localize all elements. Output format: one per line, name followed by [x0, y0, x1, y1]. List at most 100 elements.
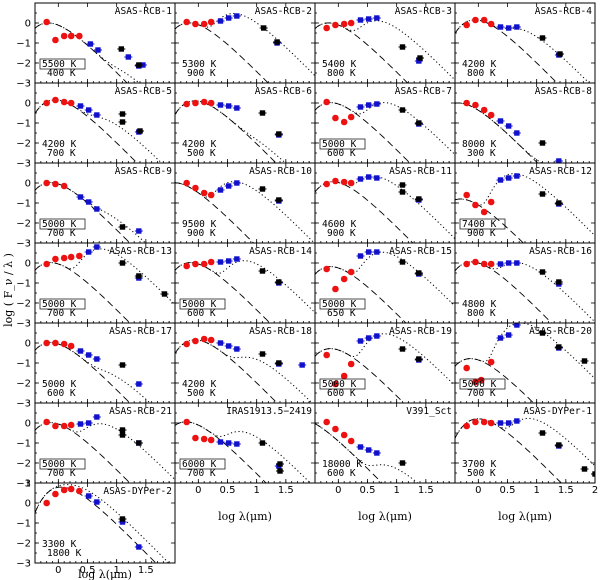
y-tick-label: 0	[25, 19, 31, 30]
y-tick-label: 0	[25, 499, 31, 510]
temp-label-box	[39, 298, 86, 310]
temp-dust-label: 700 K	[47, 308, 76, 319]
optical-point	[340, 118, 348, 126]
optical-point	[52, 96, 59, 104]
infrared-point	[217, 340, 224, 346]
hot-blackbody-curve	[315, 266, 407, 323]
optical-point	[192, 260, 199, 268]
infrared-point	[225, 103, 232, 109]
panel-title: ASAS-RCB-4	[535, 6, 592, 17]
panel-points	[43, 18, 147, 69]
temp-dust-label: 600 K	[327, 148, 356, 159]
temp-dust-label: 650 K	[327, 308, 356, 319]
midir-point	[539, 269, 546, 275]
optical-point	[43, 418, 50, 426]
infrared-point	[77, 348, 84, 354]
infrared-point	[505, 332, 512, 338]
panel-points	[323, 418, 407, 466]
optical-point	[43, 18, 50, 26]
midir-point	[399, 189, 406, 195]
infrared-point	[365, 249, 372, 255]
x-tick-label: 0.5	[80, 565, 96, 576]
total-model-curve	[455, 417, 595, 467]
panel-curves	[35, 22, 141, 83]
optical-point	[60, 486, 68, 494]
optical-point	[60, 422, 68, 430]
infrared-point	[357, 253, 364, 259]
panel-title: ASAS-RCB-7	[395, 86, 452, 97]
temp-hot-label: 5400 K	[322, 59, 357, 70]
temp-hot-label: 5000 K	[42, 459, 77, 470]
midir-point	[119, 362, 126, 368]
optical-point	[463, 21, 470, 29]
temp-hot-label: 4200 K	[462, 59, 497, 70]
midir-point	[276, 197, 282, 203]
x-tick-label: 0	[475, 485, 481, 496]
temp-dust-label: 300 K	[467, 148, 496, 159]
midir-point	[277, 468, 283, 474]
optical-point	[472, 101, 479, 109]
infrared-point	[94, 414, 100, 420]
optical-point	[183, 262, 190, 270]
panel-title: ASAS-RCB-10	[249, 166, 312, 177]
y-tick-label: −2	[16, 139, 31, 150]
panel-curves	[315, 251, 455, 323]
temp-label-box	[459, 378, 506, 390]
optical-point	[463, 364, 470, 372]
panel-points	[463, 16, 564, 58]
infrared-point	[85, 107, 92, 113]
infrared-point	[234, 346, 240, 352]
optical-point	[347, 19, 355, 27]
x-tick-label: 1	[533, 485, 539, 496]
optical-point	[480, 16, 488, 24]
infrared-point	[136, 228, 142, 234]
panel-points	[183, 98, 283, 138]
infrared-point	[365, 102, 372, 108]
panel-title: ASAS-RCB-12	[529, 166, 592, 177]
optical-point	[323, 98, 330, 106]
optical-point	[192, 434, 199, 442]
y-tick-label: −3	[16, 559, 31, 570]
infrared-point	[374, 333, 380, 339]
optical-point	[340, 431, 348, 439]
optical-point	[480, 418, 488, 426]
infrared-point	[77, 103, 84, 109]
temp-dust-label: 500 K	[187, 148, 216, 159]
optical-point	[43, 99, 50, 107]
infrared-point	[365, 174, 372, 180]
optical-point	[323, 351, 330, 359]
infrared-point	[497, 261, 504, 267]
midir-point	[399, 460, 406, 466]
hot-blackbody-curve	[35, 422, 131, 483]
panel-points	[183, 179, 283, 204]
optical-point	[332, 177, 339, 185]
panel-points	[183, 256, 283, 286]
y-axis-label: log ( F_ν / λ )	[2, 253, 15, 327]
temp-dust-label: 600 K	[187, 308, 216, 319]
panel-points	[43, 96, 144, 135]
infrared-point	[365, 335, 372, 341]
total-model-curve	[35, 422, 175, 481]
panel-title: ASAS-RCB-18	[249, 326, 312, 337]
midir-point	[581, 466, 588, 472]
panel-curves	[35, 248, 175, 323]
y-tick-label: 0	[25, 259, 31, 270]
temp-dust-label: 900 K	[467, 228, 496, 239]
infrared-point	[77, 421, 84, 427]
midir-point	[556, 279, 562, 285]
temp-hot-label: 4200 K	[182, 139, 217, 150]
optical-point	[480, 208, 488, 216]
midir-point	[416, 120, 422, 126]
midir-point	[119, 427, 126, 433]
panel-curves	[455, 323, 595, 403]
panel-frame	[454, 402, 596, 484]
